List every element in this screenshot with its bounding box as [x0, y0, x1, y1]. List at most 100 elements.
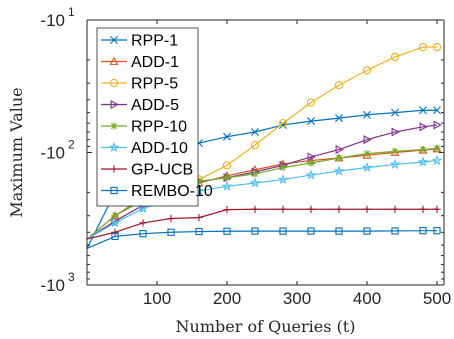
y-tick-base: -10: [40, 11, 65, 30]
data-point-gp-ucb: [111, 228, 119, 236]
data-point-rembo-10: [433, 227, 441, 235]
data-point-rpp-5: [334, 80, 344, 90]
legend-marker: [109, 78, 119, 88]
legend-item-rpp-5: RPP-5: [101, 76, 178, 93]
data-point-gp-ucb: [307, 205, 315, 213]
data-point-add-10: [277, 173, 289, 185]
data-point-rpp-5: [278, 118, 288, 128]
x-tick-label: 200: [213, 289, 241, 308]
data-point-rembo-10: [363, 227, 371, 235]
legend-marker: [109, 56, 119, 65]
data-point-add-10: [389, 158, 401, 169]
data-point-rpp-5: [250, 140, 260, 150]
legend-item-rpp-10: RPP-10: [101, 119, 187, 136]
y-tick-label: -10 1: [40, 5, 75, 30]
legend-item-rpp-1: RPP-1: [101, 33, 178, 50]
data-point-rembo-10: [251, 227, 259, 235]
data-point-add-5: [391, 127, 400, 137]
series-rembo-10: [86, 227, 441, 250]
legend-label: RPP-1: [131, 33, 178, 50]
data-point-add-10: [361, 162, 373, 173]
data-point-rembo-10: [335, 227, 343, 235]
data-point-gp-ucb: [223, 206, 231, 214]
data-point-gp-ucb: [167, 214, 175, 223]
data-point-gp-ucb: [335, 205, 343, 213]
legend-item-add-10: ADD-10: [101, 140, 188, 157]
data-point-rpp-10: [307, 159, 315, 167]
data-point-rpp-10: [433, 144, 441, 152]
data-point-rpp-5: [306, 98, 316, 107]
data-point-add-10: [305, 169, 317, 180]
data-point-rpp-5: [222, 161, 232, 170]
data-point-add-5: [433, 120, 442, 130]
data-point-add-10: [221, 180, 233, 191]
legend: RPP-1 ADD-1 RPP-5 ADD-5 RPP-10 ADD-10 GP-UCB RE…: [96, 27, 213, 207]
data-point-rpp-5: [432, 42, 442, 52]
y-tick-label: -10 2: [40, 138, 75, 163]
data-point-add-10: [417, 156, 429, 167]
y-tick-base: -10: [40, 144, 65, 163]
data-point-rpp-10: [335, 154, 343, 162]
data-point-rembo-10: [167, 228, 175, 236]
legend-label: RPP-10: [131, 119, 187, 136]
y-tick-exponent: 1: [68, 5, 75, 19]
data-point-gp-ucb: [419, 205, 427, 213]
data-point-rembo-10: [195, 227, 203, 236]
data-point-gp-ucb: [251, 205, 259, 213]
data-point-rpp-1: [279, 121, 287, 129]
data-point-rpp-10: [391, 147, 399, 155]
data-point-gp-ucb: [139, 219, 147, 227]
data-point-add-5: [307, 152, 316, 162]
legend-item-add-1: ADD-1: [101, 54, 179, 71]
legend-label: ADD-5: [131, 97, 179, 114]
data-point-add-10: [333, 165, 345, 176]
legend-label: ADD-10: [131, 140, 188, 157]
data-point-rpp-1: [433, 106, 441, 115]
data-point-rpp-1: [363, 110, 371, 119]
series-gp-ucb: [86, 205, 441, 240]
data-point-rembo-10: [391, 227, 399, 235]
legend-label: ADD-1: [131, 54, 179, 71]
legend-marker: [108, 141, 120, 153]
data-point-rpp-10: [251, 170, 259, 178]
data-point-rembo-10: [279, 227, 287, 235]
data-point-rpp-10: [419, 145, 427, 154]
x-tick-label: 500: [423, 289, 451, 308]
y-tick-label: -10 3: [40, 270, 75, 295]
data-point-rembo-10: [307, 227, 315, 235]
data-point-rpp-5: [390, 52, 400, 62]
data-point-add-5: [419, 122, 428, 132]
data-point-rpp-10: [363, 150, 371, 158]
data-point-gp-ucb: [433, 205, 441, 213]
data-point-rpp-10: [279, 163, 287, 172]
data-point-rembo-10: [223, 227, 231, 235]
legend-marker: [110, 186, 118, 195]
series-line-gp-ucb: [86, 208, 437, 240]
x-tick-label: 400: [353, 289, 381, 308]
data-point-rpp-1: [419, 106, 427, 115]
data-point-add-5: [335, 145, 344, 155]
data-point-add-10: [137, 202, 149, 214]
legend-item-gp-ucb: GP-UCB: [101, 162, 193, 179]
data-point-add-10: [431, 154, 443, 166]
data-point-rpp-10: [195, 177, 203, 185]
legend-marker: [110, 99, 119, 110]
data-point-rembo-10: [139, 230, 147, 238]
legend-label: RPP-5: [131, 76, 178, 93]
legend-item-rembo-10: REMBO-10: [101, 183, 213, 200]
data-point-rpp-1: [223, 132, 231, 141]
y-tick-exponent: 2: [68, 138, 75, 152]
series-line-rembo-10: [86, 230, 437, 250]
data-point-add-1: [390, 147, 400, 156]
data-point-rpp-1: [251, 127, 259, 136]
x-tick-label: 100: [143, 289, 171, 308]
y-tick-base: -10: [40, 276, 65, 295]
data-point-rembo-10: [111, 232, 119, 241]
legend-item-add-5: ADD-5: [101, 97, 179, 114]
y-axis-label: Maximum Value: [7, 87, 26, 217]
y-tick-exponent: 3: [68, 270, 75, 284]
data-point-gp-ucb: [195, 214, 203, 222]
data-point-rpp-5: [362, 66, 372, 75]
legend-marker: [110, 165, 118, 173]
